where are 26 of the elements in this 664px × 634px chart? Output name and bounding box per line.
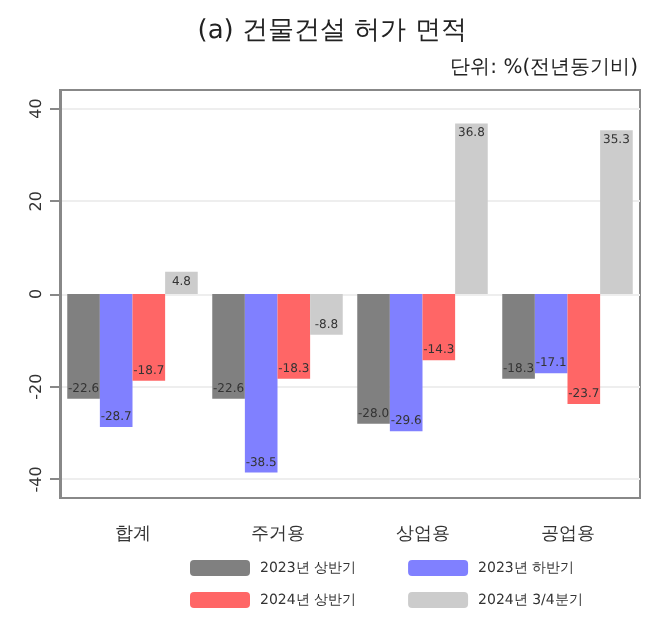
x-tick-label: 공업용 [540, 525, 595, 545]
bar [99, 294, 133, 428]
bar [310, 294, 343, 335]
bar [389, 294, 423, 432]
bar [357, 294, 390, 424]
bar [502, 294, 535, 379]
x-tick-label: 합계 [114, 525, 151, 545]
bar [534, 294, 568, 374]
x-tick-label: 주거용 [250, 525, 305, 545]
y-tick-label: -40 [27, 466, 45, 493]
x-tick-label: 상업용 [395, 525, 450, 545]
bar [422, 294, 456, 361]
chart-title: (a) 건물건설 허가 면적 [197, 16, 467, 46]
bar [455, 123, 488, 294]
bar [212, 294, 245, 399]
y-tick-label: 0 [27, 288, 45, 300]
bar [244, 294, 278, 473]
y-tick-label: 20 [27, 191, 45, 212]
bar [277, 294, 311, 379]
y-tick-label: -20 [27, 373, 45, 400]
bar [600, 130, 633, 294]
y-tick-label: 40 [27, 98, 45, 119]
bar [132, 294, 166, 381]
bar [567, 294, 601, 404]
chart-subtitle: 단위: %(전년동기비) [450, 57, 639, 79]
bar [67, 294, 100, 399]
